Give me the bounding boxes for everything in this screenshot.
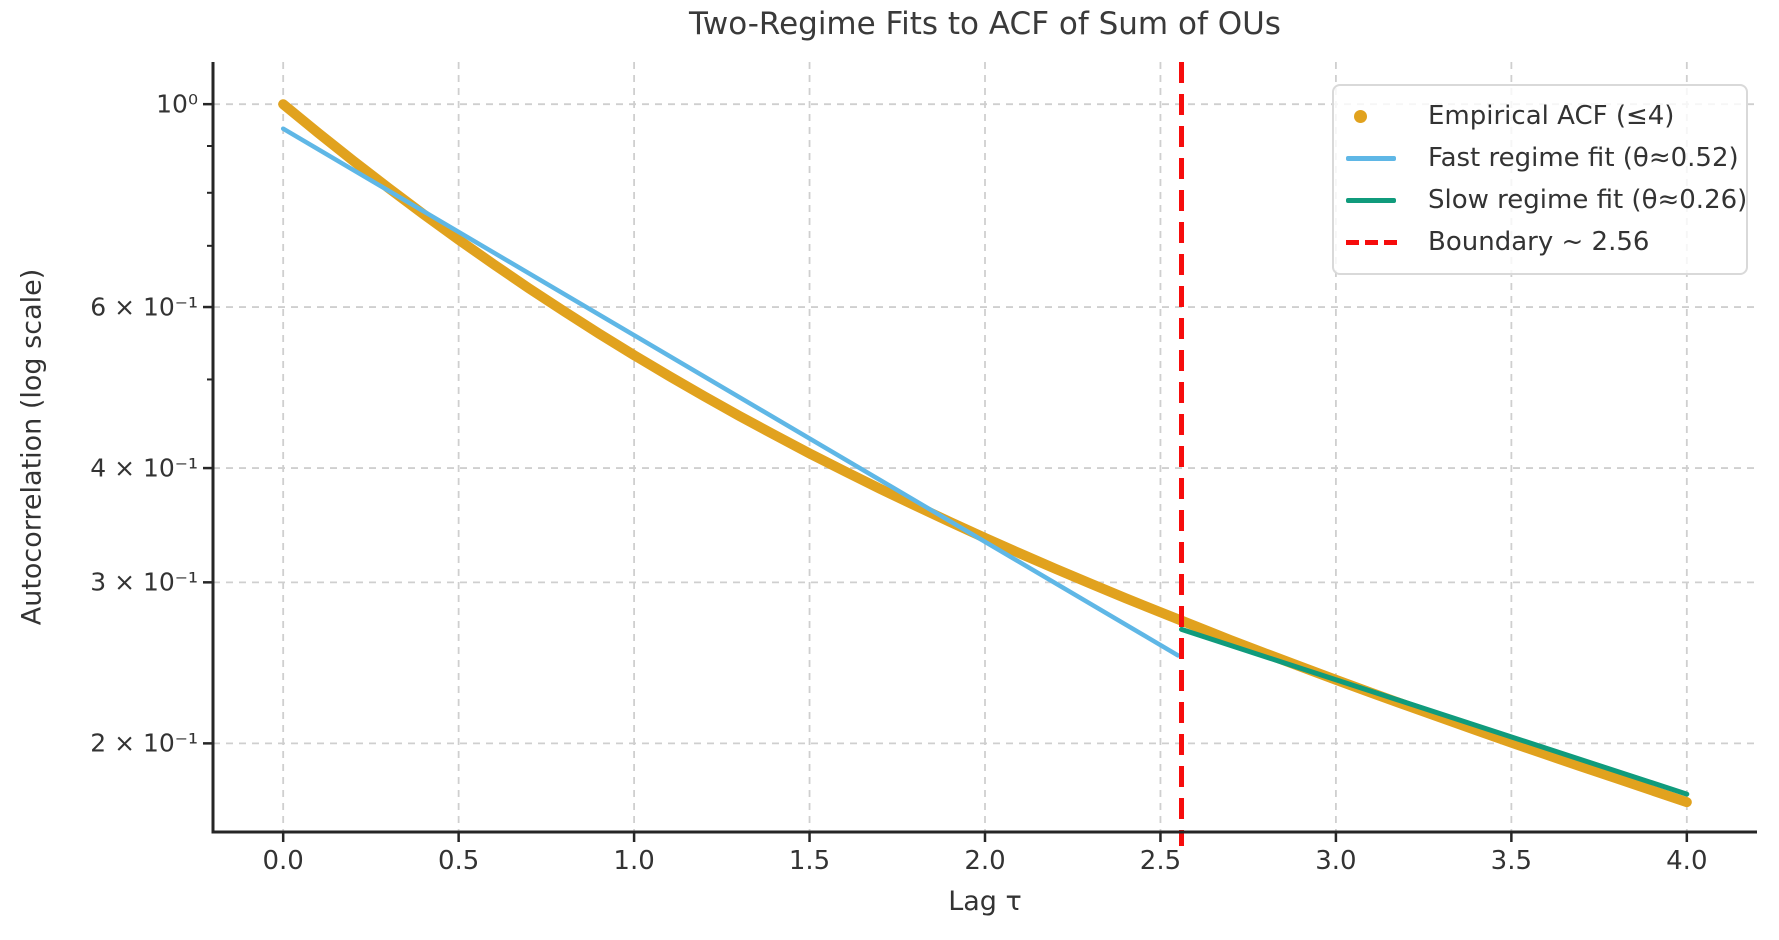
fast-fit-line <box>280 126 1181 658</box>
legend-dot-marker-icon <box>1346 109 1396 123</box>
slow-fit-line <box>1179 626 1690 797</box>
line-icon <box>1346 197 1396 203</box>
y-tick-label: 10⁰ <box>156 89 198 119</box>
dashed-line-icon <box>1346 239 1397 245</box>
x-tick-label: 1.0 <box>613 846 655 876</box>
legend-label: Slow regime fit (θ≈0.26) <box>1428 185 1748 215</box>
x-tick-label: 0.5 <box>437 846 480 876</box>
legend-label: Boundary ~ 2.56 <box>1428 227 1650 257</box>
legend-item: Slow regime fit (θ≈0.26) <box>1346 179 1747 221</box>
empirical-acf-series <box>278 99 1692 808</box>
x-tick-label: 4.0 <box>1666 846 1708 876</box>
legend-line-marker-icon <box>1346 197 1396 203</box>
x-axis-label: Lag τ <box>948 886 1022 917</box>
x-tick-label: 2.5 <box>1139 846 1182 876</box>
legend-item: Boundary ~ 2.56 <box>1346 221 1732 263</box>
y-tick-label: 2 × 10⁻¹ <box>90 728 198 758</box>
x-tick-label: 2.0 <box>964 846 1006 876</box>
x-tick-label: 1.5 <box>788 846 831 876</box>
x-tick-label: 0.0 <box>262 846 304 876</box>
x-tick-label: 3.5 <box>1490 846 1533 876</box>
legend-item: Empirical ACF (≤4) <box>1346 95 1732 137</box>
chart-title: Two-Regime Fits to ACF of Sum of OUs <box>689 6 1281 42</box>
legend-label: Empirical ACF (≤4) <box>1428 101 1675 131</box>
legend-label: Fast regime fit (θ≈0.52) <box>1428 143 1739 173</box>
legend-line-marker-icon <box>1346 155 1396 161</box>
y-tick-label: 3 × 10⁻¹ <box>90 567 198 597</box>
x-tick-label: 3.0 <box>1315 846 1357 876</box>
legend: Empirical ACF (≤4) Fast regime fit (θ≈0.5… <box>1332 84 1748 275</box>
dot-icon <box>1354 109 1367 123</box>
legend-dashed-marker-icon <box>1346 239 1397 245</box>
line-icon <box>1346 155 1396 161</box>
y-tick-label: 4 × 10⁻¹ <box>90 453 198 483</box>
y-tick-label: 6 × 10⁻¹ <box>90 292 198 322</box>
legend-item: Fast regime fit (θ≈0.52) <box>1346 137 1739 179</box>
